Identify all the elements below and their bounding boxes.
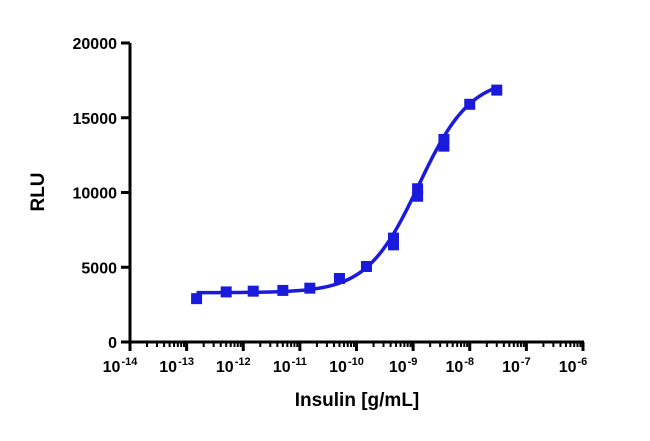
y-tick-label: 15000 [73, 111, 118, 128]
data-point [304, 282, 316, 294]
x-tick-label: 10-6 [559, 356, 588, 376]
data-point [333, 272, 345, 284]
y-tick-label: 5000 [81, 260, 117, 277]
data-point [387, 239, 399, 251]
y-tick-label: 0 [108, 335, 117, 352]
x-tick-label: 10-14 [103, 356, 139, 376]
fit-curve-layer [196, 85, 498, 295]
x-tick-label: 10-7 [502, 356, 531, 376]
data-point [438, 133, 450, 145]
data-point [387, 232, 399, 244]
x-tick-label: 10-9 [389, 356, 418, 376]
x-tick-label: 10-8 [445, 356, 474, 376]
x-axis-title: Insulin [g/mL] [295, 390, 420, 411]
x-tick-label: 10-12 [216, 356, 251, 376]
data-point [438, 140, 450, 152]
data-point [412, 190, 424, 202]
data-point [220, 286, 232, 298]
y-tick-label: 10000 [73, 186, 118, 203]
x-tick-label: 10-13 [159, 356, 194, 376]
y-axis-title: RLU [28, 172, 49, 211]
x-tick-label: 10-10 [329, 356, 364, 376]
data-point [491, 84, 503, 96]
y-tick-label: 20000 [73, 36, 118, 53]
fit-curve [196, 85, 498, 295]
axes: 0 5000 10000 15000 20000 10-14 10-13 10-12 10-11… [73, 36, 588, 376]
data-point [360, 261, 372, 273]
data-point [191, 293, 203, 305]
data-point [277, 284, 289, 296]
data-point [412, 183, 424, 195]
data-points [191, 84, 503, 305]
data-point [247, 285, 259, 297]
data-point [464, 98, 476, 110]
x-tick-label: 10-11 [273, 356, 307, 376]
